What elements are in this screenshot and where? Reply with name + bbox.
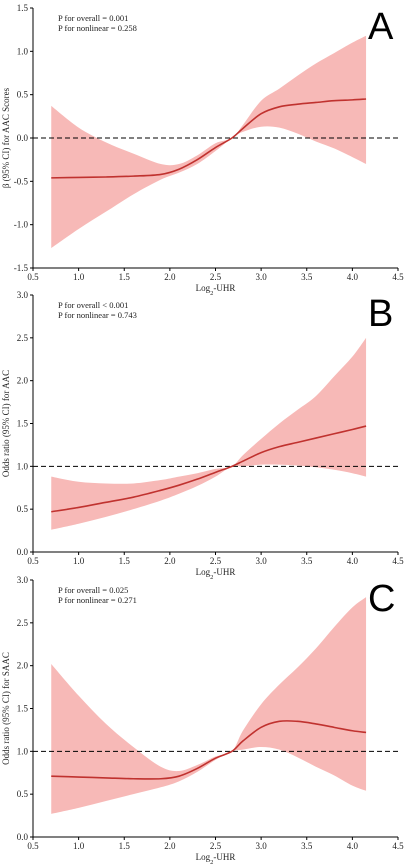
y-tick-label: -0.5 <box>14 176 29 186</box>
y-tick-label: -1.0 <box>14 220 29 230</box>
x-tick-label: 2.5 <box>210 556 222 566</box>
y-tick-label: 0.5 <box>17 90 29 100</box>
p-value-annotation: P for nonlinear = 0.743 <box>58 310 137 320</box>
y-tick-label: 1.5 <box>17 704 29 714</box>
x-tick-label: 4.0 <box>347 556 359 566</box>
x-tick-label: 0.5 <box>27 841 39 851</box>
y-axis-title: Odds ratio (95% CI) for SAAC <box>1 652 11 765</box>
p-value-annotation: P for nonlinear = 0.271 <box>58 595 137 605</box>
x-axis-title-main: Log <box>196 283 211 293</box>
y-tick-label: 0.0 <box>17 547 29 557</box>
y-tick-label: 2.0 <box>17 661 29 671</box>
ci-band <box>51 35 367 249</box>
p-value-annotation: P for overall = 0.025 <box>58 585 128 595</box>
x-tick-label: 3.5 <box>301 272 313 282</box>
x-axis-title-main: Log <box>196 567 211 577</box>
ci-band <box>51 337 367 530</box>
x-tick-label: 3.0 <box>256 272 268 282</box>
x-tick-label: 3.5 <box>301 556 313 566</box>
x-tick-label: 3.0 <box>256 556 268 566</box>
x-tick-label: 2.0 <box>164 272 176 282</box>
y-tick-label: 1.5 <box>17 419 29 429</box>
ci-band <box>51 597 367 814</box>
fit-line <box>51 719 367 780</box>
x-tick-label: 4.5 <box>392 272 404 282</box>
x-tick-label: 4.0 <box>347 272 359 282</box>
y-tick-label: 1.0 <box>17 46 29 56</box>
y-tick-label: 0.0 <box>17 133 29 143</box>
p-value-annotation: P for overall < 0.001 <box>58 300 128 310</box>
x-axis-title: Log2-UHR <box>196 283 236 297</box>
x-tick-label: 4.5 <box>392 841 404 851</box>
y-tick-label: 0.5 <box>17 789 29 799</box>
p-value-annotation: P for nonlinear = 0.258 <box>58 23 137 33</box>
panel-label: C <box>368 578 395 620</box>
x-axis-title-tail: -UHR <box>213 283 235 293</box>
fit-line <box>51 98 367 179</box>
x-tick-label: 1.5 <box>119 272 131 282</box>
y-tick-label: 0.5 <box>17 504 29 514</box>
x-tick-label: 1.5 <box>119 841 131 851</box>
x-axis-title: Log2-UHR <box>196 852 236 864</box>
y-tick-label: 2.5 <box>17 333 29 343</box>
y-axis-title: Odds ratio (95% CI) for AAC <box>1 370 11 477</box>
x-axis-title-subscript: 2 <box>210 290 213 297</box>
y-tick-label: 3.0 <box>17 575 29 585</box>
x-tick-label: 1.5 <box>119 556 131 566</box>
x-axis-title-subscript: 2 <box>210 859 213 864</box>
x-tick-label: 1.0 <box>73 841 85 851</box>
panel-c: 0.5 1.0 1.5 2.0 2.5 3.0 3.5 4.0 4.50.00.51.01.52… <box>1 575 404 864</box>
y-tick-label: 3.0 <box>17 290 29 300</box>
y-tick-label: 0.0 <box>17 832 29 842</box>
x-axis-title: Log2-UHR <box>196 567 236 581</box>
x-tick-label: 0.5 <box>27 272 39 282</box>
y-tick-label: 2.0 <box>17 376 29 386</box>
x-tick-label: 2.0 <box>164 556 176 566</box>
y-axis-title: β (95% CI) for AAC Scores <box>1 87 11 188</box>
x-tick-label: 2.0 <box>164 841 176 851</box>
x-tick-label: 1.0 <box>73 556 85 566</box>
fit-line <box>51 425 367 513</box>
y-tick-label: 1.5 <box>17 3 29 13</box>
x-tick-label: 4.0 <box>347 841 359 851</box>
x-axis-title-tail: -UHR <box>213 567 235 577</box>
x-tick-label: 4.5 <box>392 556 404 566</box>
x-axis-title-main: Log <box>196 852 211 862</box>
x-axis-title-subscript: 2 <box>210 574 213 581</box>
x-tick-label: 0.5 <box>27 556 39 566</box>
x-tick-label: 3.5 <box>301 841 313 851</box>
x-tick-label: 1.0 <box>73 272 85 282</box>
y-tick-label: 1.0 <box>17 746 29 756</box>
panel-a: 0.5 1.0 1.5 2.0 2.5 3.0 3.5 4.0 4.5 -1.5 -1.0 -0.5 0… <box>1 3 404 297</box>
y-tick-label: 2.5 <box>17 618 29 628</box>
y-tick-label: -1.5 <box>14 263 29 273</box>
panel-label: B <box>368 293 393 335</box>
x-tick-label: 2.5 <box>210 272 222 282</box>
p-value-annotation: P for overall = 0.001 <box>58 13 128 23</box>
panel-b: 0.5 1.0 1.5 2.0 2.5 3.0 3.5 4.0 4.50.00.51.01.52… <box>1 290 404 581</box>
panel-label: A <box>368 6 394 48</box>
x-tick-label: 2.5 <box>210 841 222 851</box>
x-tick-label: 3.0 <box>256 841 268 851</box>
x-axis-title-tail: -UHR <box>213 852 235 862</box>
y-tick-label: 1.0 <box>17 461 29 471</box>
